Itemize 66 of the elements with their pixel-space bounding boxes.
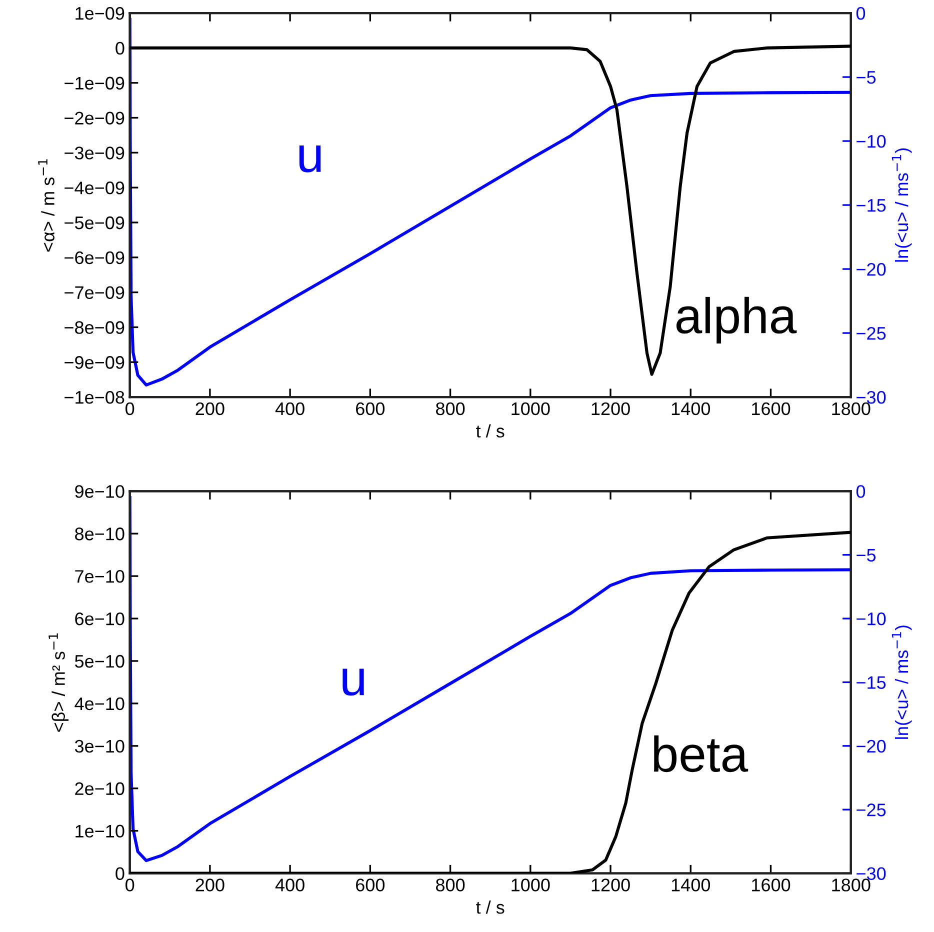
- x-tick-label: 600: [356, 878, 385, 892]
- y-tick-label: −7e−09: [64, 286, 124, 300]
- x-tick-label: 1000: [512, 878, 550, 892]
- y-tick-label: 9e−10: [75, 485, 124, 498]
- y2-tick-label: −20: [856, 740, 886, 753]
- y-tick-label: 7e−10: [75, 570, 124, 583]
- y-tick-label: −4e−09: [64, 182, 124, 194]
- y-tick-label: −1e−08: [64, 390, 124, 404]
- x-tick-label: 400: [275, 878, 304, 892]
- y2-axis-title: ln(<u> / ms$^{−1}$): [892, 626, 912, 739]
- x-tick-label: 800: [436, 878, 465, 892]
- y2-tick-label: −30: [856, 867, 886, 880]
- y2-tick-label: −20: [856, 262, 886, 276]
- y2-axis-title: ln(<u> / ms$^{−1}$): [892, 148, 912, 262]
- series-label: u: [342, 668, 364, 696]
- y2-tick-label: −10: [856, 612, 886, 626]
- y-tick-label: 1e−09: [76, 6, 124, 20]
- series-label: alpha: [676, 296, 797, 344]
- y2-tick-label: −5: [856, 71, 876, 84]
- y-tick-label: −3e−09: [64, 146, 124, 160]
- y2-tick-label: −25: [856, 804, 886, 816]
- y-tick-label: 3e−10: [74, 740, 124, 753]
- y2-tick-label: −5: [856, 548, 876, 562]
- y2-tick-label: −10: [856, 134, 886, 148]
- y-tick-label: 0: [116, 867, 124, 880]
- x-tick-label: 800: [436, 402, 465, 416]
- x-tick-label: 1400: [672, 878, 710, 892]
- x-tick-label: 1200: [592, 878, 630, 892]
- y-tick-label: −2e−09: [64, 112, 124, 124]
- y2-tick-label: −25: [856, 326, 886, 340]
- y2-tick-label: −30: [856, 390, 886, 404]
- x-tick-label: 1200: [592, 402, 630, 416]
- y-tick-label: −1e−09: [64, 76, 124, 90]
- y-tick-label: 8e−10: [75, 528, 124, 540]
- x-tick-label: 1000: [512, 402, 550, 416]
- y-axis-title: <β> / m² s$^{−1}$: [48, 633, 69, 732]
- x-tick-label: 1600: [752, 878, 790, 892]
- y-tick-label: 6e−10: [75, 612, 124, 626]
- y2-tick-label: 0: [856, 6, 866, 20]
- y2-tick-label: −15: [856, 676, 886, 689]
- x-axis-title: t / s: [476, 900, 504, 914]
- y2-tick-label: 0: [856, 485, 866, 498]
- x-tick-label: 0: [126, 402, 134, 416]
- y-tick-label: −9e−09: [64, 356, 124, 369]
- series-label: beta: [654, 735, 748, 772]
- y-tick-label: 4e−10: [74, 697, 124, 710]
- y-tick-label: −6e−09: [64, 251, 124, 264]
- y-tick-label: −5e−09: [64, 216, 124, 230]
- x-tick-label: 1800: [832, 878, 870, 892]
- y-tick-label: −8e−09: [64, 321, 124, 334]
- y-tick-label: 0: [116, 42, 124, 55]
- x-tick-label: 0: [126, 878, 134, 892]
- series-label: u: [299, 145, 321, 172]
- y-axis-title: <α> / m s$^{−1}$: [38, 159, 54, 252]
- x-tick-label: 1400: [672, 402, 710, 416]
- x-axis-title: t / s: [476, 424, 504, 438]
- y2-tick-label: −15: [856, 199, 886, 212]
- x-tick-label: 200: [196, 402, 224, 416]
- x-tick-label: 600: [356, 402, 385, 416]
- x-tick-label: 1600: [752, 402, 790, 416]
- y-tick-label: 2e−10: [75, 782, 124, 796]
- y-tick-label: 5e−10: [74, 654, 124, 668]
- x-tick-label: 400: [275, 402, 304, 416]
- x-tick-label: 200: [196, 878, 224, 892]
- y-tick-label: 1e−10: [76, 824, 124, 838]
- x-tick-label: 1800: [832, 402, 870, 416]
